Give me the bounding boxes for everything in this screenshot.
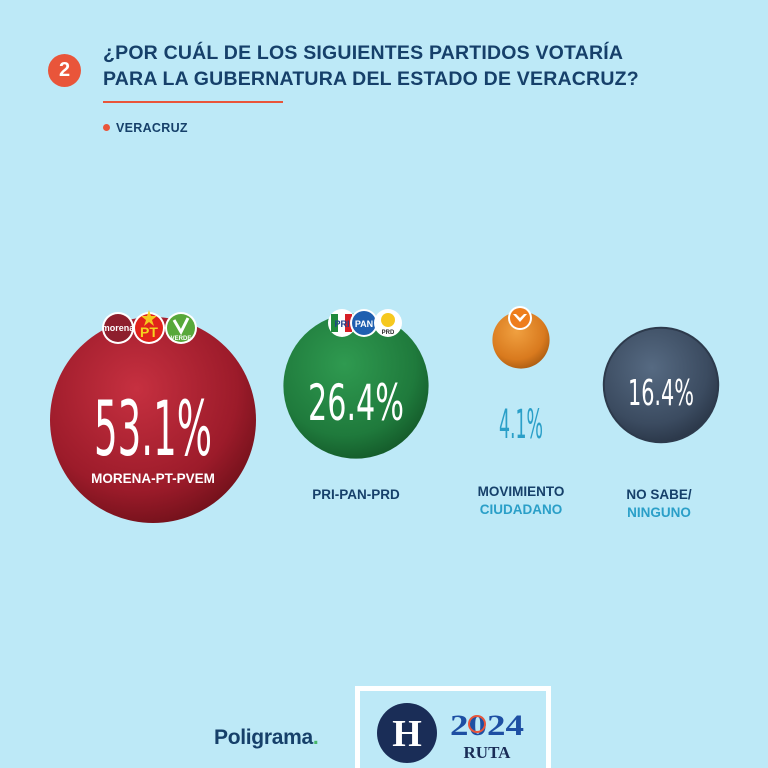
movimiento-ciudadano-logo-icon bbox=[508, 306, 532, 330]
value-label-no-sabe-ninguno: 16.4% bbox=[628, 373, 694, 414]
pt-logo-icon: PT bbox=[133, 310, 165, 344]
question-title: ¿POR CUÁL DE LOS SIGUIENTES PARTIDOS VOT… bbox=[103, 40, 723, 92]
pri-logo-icon: PRI bbox=[328, 309, 356, 337]
svg-text:2024: 2024 bbox=[450, 709, 524, 742]
region-dot-icon bbox=[103, 124, 110, 131]
question-number-badge: 2 bbox=[48, 54, 81, 87]
category-label-morena-pt-pvem: MORENA-PT-PVEM bbox=[91, 471, 215, 486]
svg-text:PAN: PAN bbox=[355, 319, 373, 329]
bubble-morena-pt-pvem bbox=[50, 317, 256, 523]
svg-text:VERDE: VERDE bbox=[171, 336, 192, 342]
svg-text:PRD: PRD bbox=[382, 330, 395, 336]
morena-logo-icon: morena bbox=[102, 312, 136, 344]
poligrama-logo: Poligrama. bbox=[214, 726, 319, 749]
h-logo-icon: H bbox=[377, 703, 437, 763]
question-line-2: PARA LA GUBERNATURA DEL ESTADO DE VERACR… bbox=[103, 68, 639, 90]
value-label-pri-pan-prd: 26.4% bbox=[308, 374, 404, 432]
value-label-morena-pt-pvem: 53.1% bbox=[94, 384, 212, 473]
category-label-pri-pan-prd: PRI-PAN-PRD bbox=[312, 487, 400, 502]
svg-text:H: H bbox=[392, 713, 422, 755]
question-line-1: ¿POR CUÁL DE LOS SIGUIENTES PARTIDOS VOT… bbox=[103, 42, 624, 64]
category-label-mc-line2: CIUDADANO bbox=[480, 502, 563, 517]
region-text: VERACRUZ bbox=[116, 121, 188, 135]
value-label-movimiento-ciudadano: 4.1% bbox=[499, 402, 543, 448]
category-label-ns-line1: NO SABE/ bbox=[626, 487, 692, 502]
bubble-movimiento-ciudadano bbox=[492, 311, 550, 369]
bubble-no-sabe-ninguno bbox=[602, 326, 720, 444]
ruta-2024-logo-icon: 2024 RUTA bbox=[450, 709, 524, 762]
category-label-mc-line1: MOVIMIENTO bbox=[478, 484, 565, 499]
svg-text:PT: PT bbox=[140, 324, 158, 340]
verde-logo-icon: VERDE bbox=[165, 312, 197, 344]
region-label: VERACRUZ bbox=[103, 121, 188, 135]
svg-text:RUTA: RUTA bbox=[464, 743, 512, 762]
svg-text:morena: morena bbox=[102, 323, 136, 333]
title-underline bbox=[103, 101, 283, 103]
pan-logo-icon: PAN bbox=[350, 309, 378, 337]
svg-text:PRI: PRI bbox=[334, 319, 349, 329]
prd-logo-icon: PRD bbox=[374, 309, 402, 337]
category-label-ns-line2: NINGUNO bbox=[627, 505, 691, 520]
bubble-pri-pan-prd bbox=[283, 313, 429, 459]
